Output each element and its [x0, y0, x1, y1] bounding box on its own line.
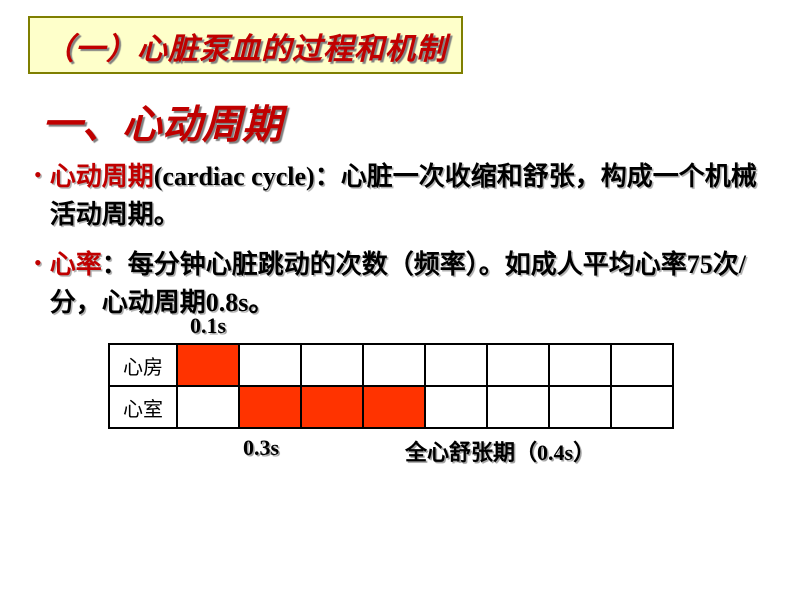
bullet-dot-icon: •	[34, 158, 42, 234]
diagram-top-label: 0.1s	[190, 313, 226, 339]
grid-cell	[611, 386, 673, 428]
grid-cell	[425, 344, 487, 386]
grid-body: 心房心室	[109, 344, 673, 428]
grid-cell	[487, 386, 549, 428]
grid-row-label: 心房	[109, 344, 177, 386]
bullet-body: 心动周期(cardiac cycle)：心脏一次收缩和舒张，构成一个机械活动周期…	[50, 158, 770, 234]
grid-cell	[239, 344, 301, 386]
bullet-dot-icon: •	[34, 246, 42, 322]
cardiac-cycle-grid: 心房心室	[108, 343, 674, 429]
grid-cell	[487, 344, 549, 386]
bullet-term: 心动周期	[50, 162, 154, 191]
section-header-box: （一）心脏泵血的过程和机制	[28, 16, 463, 74]
grid-cell	[549, 386, 611, 428]
grid-cell	[239, 386, 301, 428]
bullet-english: (cardiac cycle)	[154, 162, 315, 191]
grid-cell	[363, 386, 425, 428]
section-header-text: （一）心脏泵血的过程和机制	[44, 33, 447, 66]
grid-cell	[363, 344, 425, 386]
grid-row: 心室	[109, 386, 673, 428]
grid-cell	[177, 386, 239, 428]
grid-cell	[301, 386, 363, 428]
diagram-bottom-right-label: 全心舒张期（0.4s）	[405, 435, 595, 467]
grid-cell	[549, 344, 611, 386]
grid-cell	[177, 344, 239, 386]
bullet-rest: ：每分钟心脏跳动的次数（频率）。如成人平均心率75次/分，心动周期0.8s。	[50, 250, 746, 317]
grid-cell	[301, 344, 363, 386]
bullet-list: • 心动周期(cardiac cycle)：心脏一次收缩和舒张，构成一个机械活动…	[30, 158, 770, 334]
bullet-term: 心率	[50, 250, 102, 279]
bullet-item: • 心动周期(cardiac cycle)：心脏一次收缩和舒张，构成一个机械活动…	[30, 158, 770, 234]
bullet-item: • 心率：每分钟心脏跳动的次数（频率）。如成人平均心率75次/分，心动周期0.8…	[30, 246, 770, 322]
bullet-body: 心率：每分钟心脏跳动的次数（频率）。如成人平均心率75次/分，心动周期0.8s。	[50, 246, 770, 322]
grid-cell	[425, 386, 487, 428]
rest-suffix: ）	[573, 440, 595, 465]
grid-cell	[611, 344, 673, 386]
grid-row: 心房	[109, 344, 673, 386]
diagram-bottom-left-label: 0.3s	[243, 435, 279, 461]
rest-prefix: 全心舒张期（	[405, 440, 537, 465]
grid-row-label: 心室	[109, 386, 177, 428]
rest-value: 0.4s	[537, 440, 573, 465]
page-title: 一、心动周期	[42, 92, 282, 150]
